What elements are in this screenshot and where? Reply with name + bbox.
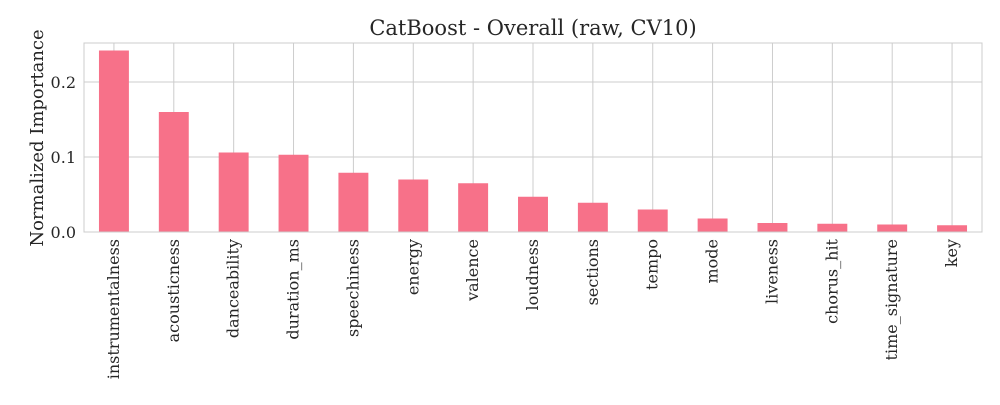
x-tick-label: instrumentalness xyxy=(104,239,123,379)
bar-sections xyxy=(577,202,608,232)
x-tick-label: time_signature xyxy=(882,239,901,360)
bar-valence xyxy=(458,183,489,232)
bar-speechiness xyxy=(338,172,369,232)
bar-energy xyxy=(398,179,429,232)
chart-title: CatBoost - Overall (raw, CV10) xyxy=(369,16,696,40)
y-tick-labels: 0.0 0.1 0.2 xyxy=(51,73,76,242)
x-tick-label: tempo xyxy=(643,239,662,290)
x-tick-label: danceability xyxy=(224,239,243,338)
bar-acousticness xyxy=(158,112,189,232)
x-tick-label: speechiness xyxy=(343,239,362,337)
x-tick-label: mode xyxy=(703,239,722,284)
bar-liveness xyxy=(757,223,788,232)
x-tick-label: duration_ms xyxy=(284,239,303,340)
bar-tempo xyxy=(637,209,668,232)
x-tick-label: chorus_hit xyxy=(822,238,841,323)
bar-loudness xyxy=(518,196,548,232)
x-tick-labels: instrumentalness acousticness danceability… xyxy=(104,238,961,379)
x-tick-label: valence xyxy=(463,239,482,302)
bar-mode xyxy=(697,218,728,232)
x-tick-label: sections xyxy=(583,239,602,305)
y-axis-label: Normalized Importance xyxy=(27,29,48,246)
plot-frame xyxy=(83,42,983,233)
bar-danceability xyxy=(218,152,249,232)
x-tick-label: liveness xyxy=(762,239,781,304)
bars xyxy=(98,50,968,232)
bar-key xyxy=(937,225,968,232)
x-tick-label: loudness xyxy=(523,239,542,311)
bar-time-signature xyxy=(877,224,908,232)
y-tick-label: 0.0 xyxy=(51,223,76,242)
y-tick-label: 0.1 xyxy=(51,148,76,167)
x-tick-label: key xyxy=(942,239,961,267)
y-tick-label: 0.2 xyxy=(51,73,76,92)
bar-chorus-hit xyxy=(817,223,848,232)
x-tick-label: acousticness xyxy=(164,239,183,342)
x-tick-label: energy xyxy=(403,239,422,295)
bar-instrumentalness xyxy=(98,50,129,232)
bar-duration-ms xyxy=(278,154,309,232)
